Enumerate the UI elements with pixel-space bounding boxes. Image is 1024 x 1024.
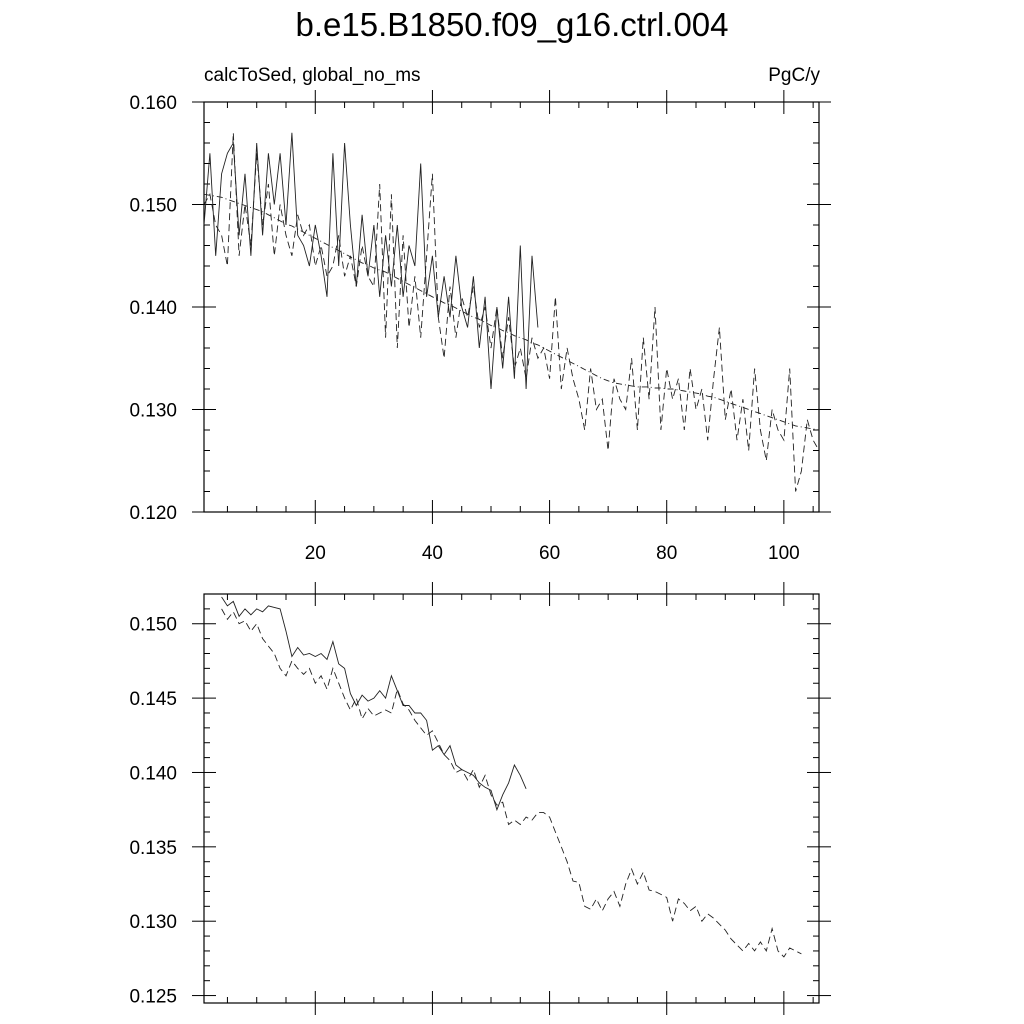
x-tick-label: 40 (422, 543, 443, 564)
series-line-dashed (203, 132, 820, 492)
y-tick-label: 0.150 (129, 196, 177, 217)
x-tick-label: 60 (539, 543, 560, 564)
top-panel: 20 40 60 80 100 0.120 0.130 0.140 0.150 0.160 (129, 90, 831, 564)
units-label: PgC/y (768, 65, 820, 86)
y-tick-label: 0.150 (129, 615, 177, 636)
y-tick-label: 0.140 (129, 763, 177, 784)
y-tick-label: 0.135 (129, 838, 177, 859)
plot-frame (203, 593, 820, 1004)
y-tick-label: 0.130 (129, 912, 177, 933)
x-tick-label: 20 (305, 543, 326, 564)
series-line-dashed (221, 608, 802, 958)
series-line-solid (203, 132, 539, 390)
chart-title: b.e15.B1850.f09_g16.ctrl.004 (295, 6, 729, 43)
x-tick-label: 80 (656, 543, 677, 564)
y-tick-label: 0.130 (129, 401, 177, 422)
x-tick-label: 100 (768, 543, 800, 564)
y-tick-label: 0.140 (129, 298, 177, 319)
series-line-solid (221, 596, 527, 812)
plot-frame (203, 101, 820, 513)
variable-label: calcToSed, global_no_ms (204, 65, 421, 86)
y-tick-label: 0.120 (129, 503, 177, 524)
series-line-dash-dot (203, 193, 820, 431)
bottom-panel: 0.125 0.130 0.135 0.140 0.145 0.150 (129, 582, 831, 1015)
y-tick-label: 0.145 (129, 689, 177, 710)
y-tick-label: 0.160 (129, 93, 177, 114)
y-tick-label: 0.125 (129, 987, 177, 1008)
